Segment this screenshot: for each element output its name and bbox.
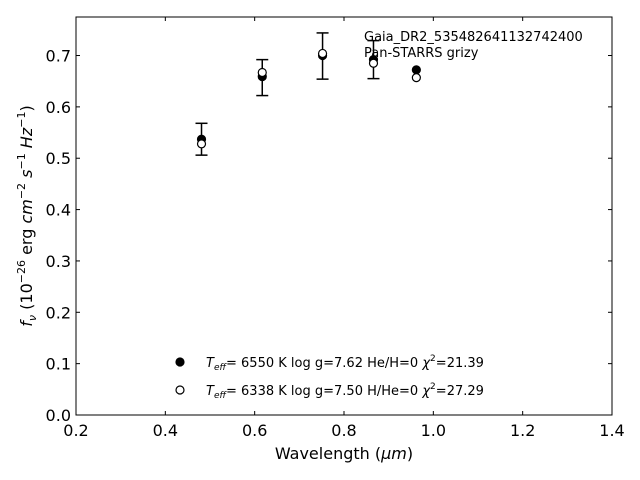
x-tick-label: 1.4 <box>599 421 624 440</box>
y-tick-label: 0.2 <box>46 303 71 322</box>
legend: Teff= 6550 K log g=7.62 He/H=0 χ2=21.39 T… <box>175 354 484 401</box>
y-tick-label: 0.5 <box>46 149 71 168</box>
object-name-annotation: Gaia_DR2_535482641132742400 <box>364 30 583 45</box>
data-marks <box>195 32 421 156</box>
legend-marker-filled <box>175 357 185 367</box>
y-tick-label: 0.7 <box>46 47 71 66</box>
x-axis-label: Wavelength (μm) <box>275 444 413 463</box>
survey-annotation: Pan-STARRS grizy <box>364 46 479 61</box>
x-axis-ticks: 0.2 0.4 0.6 0.8 1.0 1.2 1.4 <box>63 17 625 440</box>
y-axis-label: fν (10−26 erg cm−2 s−1 Hz−1) <box>15 105 39 326</box>
model-point-open <box>317 48 328 59</box>
y-axis-ticks: 0.0 0.1 0.2 0.3 0.4 0.5 0.6 0.7 <box>46 47 612 425</box>
x-tick-label: 1.2 <box>510 421 535 440</box>
model-point-filled <box>411 65 421 75</box>
model-point-open <box>368 58 379 68</box>
legend-marker-open <box>175 385 185 395</box>
model-point-open <box>411 72 421 83</box>
y-tick-label: 0.1 <box>46 355 71 374</box>
y-tick-label: 0.4 <box>46 201 71 220</box>
x-tick-label: 0.4 <box>153 421 178 440</box>
model-point-open <box>196 139 207 149</box>
x-tick-label: 0.2 <box>63 421 88 440</box>
y-tick-label: 0.0 <box>46 406 71 425</box>
legend-entry-label: Teff= 6338 K log g=7.50 H/He=0 χ2=27.29 <box>206 382 484 401</box>
legend-entry-label: Teff= 6550 K log g=7.62 He/H=0 χ2=21.39 <box>206 354 484 373</box>
y-tick-label: 0.3 <box>46 252 71 271</box>
x-tick-label: 0.8 <box>331 421 356 440</box>
x-tick-label: 1.0 <box>421 421 446 440</box>
model-point-open <box>257 67 267 78</box>
x-tick-label: 0.6 <box>242 421 267 440</box>
y-tick-label: 0.6 <box>46 98 71 117</box>
